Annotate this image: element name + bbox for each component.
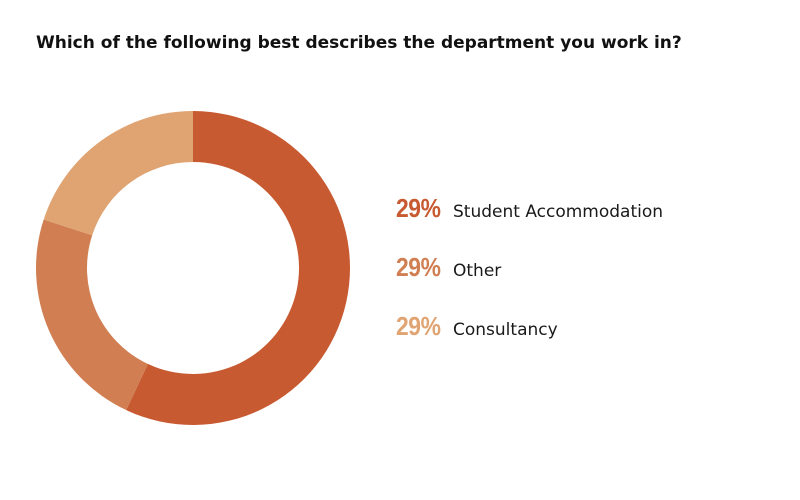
legend-item-other: 29% Other bbox=[396, 252, 663, 311]
legend-percent: 29% bbox=[396, 252, 441, 282]
donut-slice-consultancy bbox=[43, 111, 193, 236]
chart-legend: 29% Student Accommodation 29% Other 29% … bbox=[396, 193, 663, 370]
legend-label: Other bbox=[453, 261, 502, 281]
legend-label: Consultancy bbox=[453, 320, 558, 340]
donut-slice-student-accommodation bbox=[126, 111, 350, 425]
legend-percent: 29% bbox=[396, 311, 441, 341]
legend-percent: 29% bbox=[396, 193, 441, 223]
legend-label: Student Accommodation bbox=[453, 202, 664, 222]
donut-slices bbox=[35, 111, 350, 425]
chart-title: Which of the following best describes th… bbox=[36, 33, 682, 53]
legend-item-consultancy: 29% Consultancy bbox=[396, 311, 663, 370]
legend-item-student-accommodation: 29% Student Accommodation bbox=[396, 193, 663, 252]
donut-slice-other bbox=[35, 219, 148, 411]
